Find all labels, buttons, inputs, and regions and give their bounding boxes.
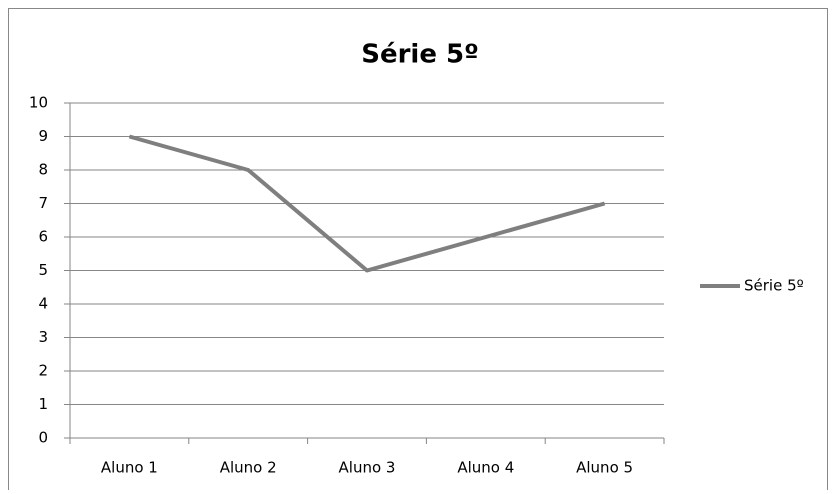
- x-tick-label: Aluno 3: [339, 459, 396, 477]
- y-tick-label: 3: [38, 328, 48, 346]
- chart-title: Série 5º: [361, 40, 479, 70]
- y-tick-label: 2: [38, 362, 48, 380]
- y-tick-label: 10: [29, 94, 48, 112]
- x-tick-label: Aluno 1: [101, 459, 158, 477]
- x-tick-label: Aluno 5: [576, 459, 633, 477]
- y-tick-label: 8: [38, 161, 48, 179]
- y-tick-label: 4: [38, 295, 48, 313]
- legend-label: Série 5º: [744, 277, 804, 295]
- chart-border: [8, 8, 828, 494]
- x-tick-label: Aluno 4: [457, 459, 514, 477]
- y-tick-label: 0: [38, 429, 48, 447]
- y-tick-label: 7: [38, 194, 48, 212]
- y-tick-label: 6: [38, 228, 48, 246]
- y-tick-label: 9: [38, 127, 48, 145]
- x-tick-label: Aluno 2: [220, 459, 277, 477]
- y-tick-label: 1: [38, 395, 48, 413]
- line-series: [128, 134, 606, 273]
- y-tick-label: 5: [38, 261, 48, 279]
